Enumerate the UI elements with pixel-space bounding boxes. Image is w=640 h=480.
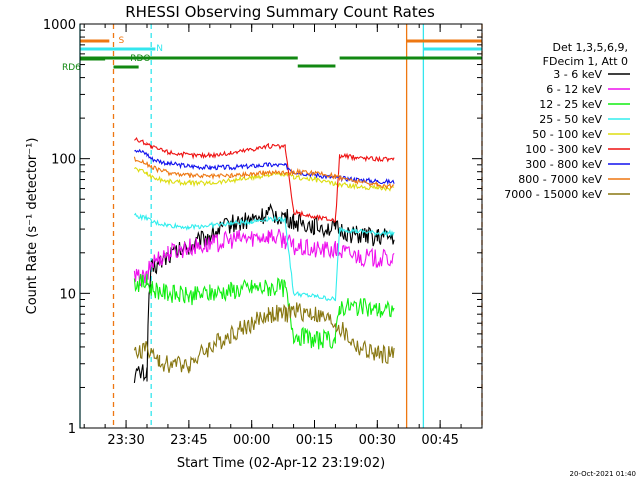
flag-label-3: RD6 xyxy=(62,63,81,73)
x-axis: 23:30 23:45 00:00 00:15 00:30 00:45 xyxy=(83,24,483,448)
flag-label-0: S xyxy=(119,36,125,46)
y-tick-label-3: 1000 xyxy=(43,18,76,33)
flag-label-1: N xyxy=(156,44,163,54)
y-axis: 1 10 100 1000 xyxy=(43,18,482,437)
legend-header-0: Det 1,3,5,6,9, xyxy=(552,41,628,54)
series-lines xyxy=(133,137,395,383)
x-tick-label-5: 00:45 xyxy=(421,433,458,448)
legend-header-1: FDecim 1, Att 0 xyxy=(543,55,628,68)
legend: Det 1,3,5,6,9,FDecim 1, Att 03 - 6 keV 6 … xyxy=(504,41,630,201)
legend-label-6: 300 - 800 keV xyxy=(525,158,602,171)
legend-label-4: 50 - 100 keV xyxy=(532,128,602,141)
y-axis-label: Count Rate (s⁻¹ detector⁻¹) xyxy=(25,138,40,315)
legend-label-7: 800 - 7000 keV xyxy=(518,173,602,186)
x-tick-label-1: 23:45 xyxy=(170,433,207,448)
legend-label-8: 7000 - 15000 keV xyxy=(504,188,602,201)
y-tick-label-1: 10 xyxy=(59,287,76,302)
x-tick-label-0: 23:30 xyxy=(107,433,144,448)
x-tick-label-2: 00:00 xyxy=(233,433,270,448)
series-line-6 xyxy=(134,148,395,186)
series-line-7 xyxy=(133,156,395,190)
x-tick-label-4: 00:30 xyxy=(359,433,396,448)
legend-label-1: 6 - 12 keV xyxy=(546,83,602,96)
y-tick-label-2: 100 xyxy=(51,153,76,168)
legend-label-3: 25 - 50 keV xyxy=(539,113,602,126)
footer-date: 20-Oct-2021 01:40 xyxy=(570,470,636,478)
series-line-8 xyxy=(133,302,395,374)
legend-label-0: 3 - 6 keV xyxy=(553,68,602,81)
series-line-5 xyxy=(134,137,395,224)
x-tick-label-3: 00:15 xyxy=(296,433,333,448)
x-axis-label: Start Time (02-Apr-12 23:19:02) xyxy=(177,456,385,471)
legend-label-5: 100 - 300 keV xyxy=(525,143,602,156)
legend-label-2: 12 - 25 keV xyxy=(539,98,602,111)
series-line-2 xyxy=(133,273,395,350)
observing-flags: SNRDORD6 xyxy=(62,36,482,73)
chart-title: RHESSI Observing Summary Count Rates xyxy=(125,3,435,21)
plot-frame xyxy=(79,23,483,429)
y-tick-label-0: 1 xyxy=(68,422,76,437)
series-line-1 xyxy=(133,228,395,287)
series-line-3 xyxy=(133,212,395,302)
